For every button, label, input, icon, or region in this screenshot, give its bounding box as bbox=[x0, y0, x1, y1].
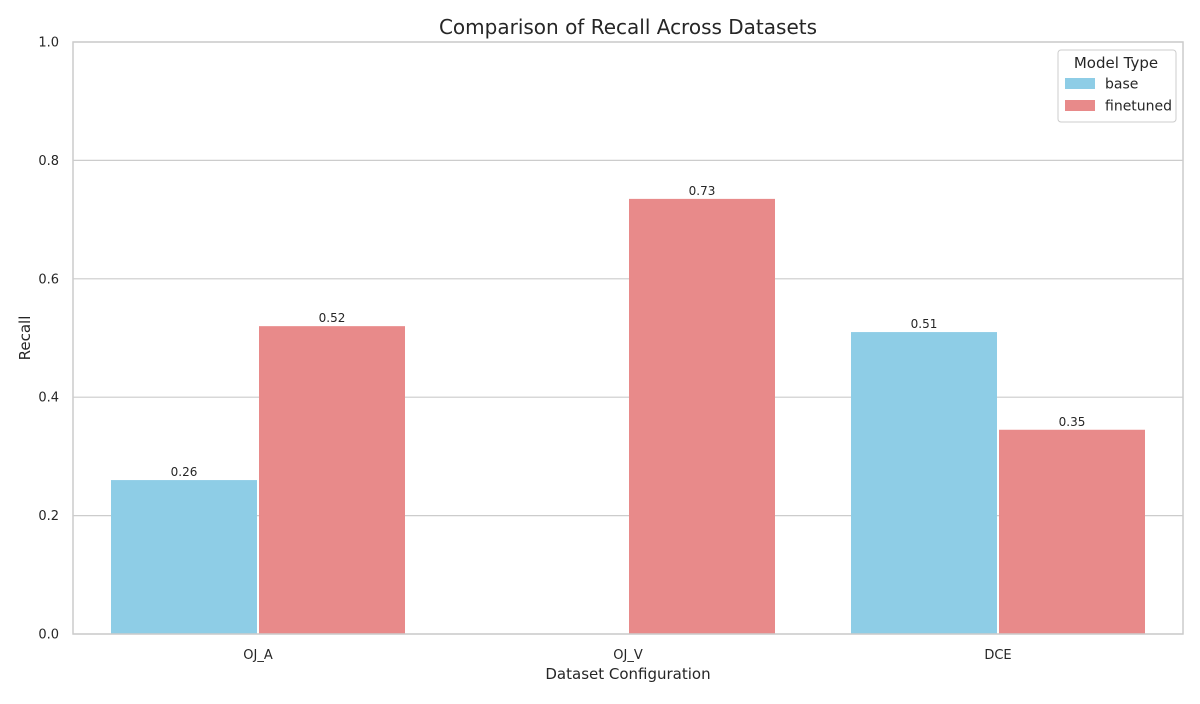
y-tick-label: 0.0 bbox=[38, 628, 59, 643]
legend-label-finetuned: finetuned bbox=[1105, 99, 1172, 115]
legend-swatch-finetuned bbox=[1065, 100, 1095, 111]
y-tick-label: 0.8 bbox=[38, 154, 59, 169]
bar-finetuned-oj-v bbox=[629, 198, 775, 634]
y-tick-label: 0.4 bbox=[38, 391, 59, 406]
y-tick-label: 0.2 bbox=[38, 509, 59, 524]
legend-title: Model Type bbox=[1074, 54, 1158, 72]
data-label: 0.51 bbox=[911, 317, 938, 331]
data-labels: 0.26 0.52 0.73 0.51 0.35 bbox=[171, 184, 1086, 479]
legend-label-base: base bbox=[1105, 77, 1138, 93]
x-tick-label: OJ_V bbox=[613, 648, 643, 663]
plot-frame bbox=[72, 41, 1184, 635]
bar-finetuned-dce bbox=[999, 429, 1145, 634]
legend-items: base finetuned bbox=[1065, 77, 1172, 115]
bar-base-dce bbox=[851, 332, 997, 634]
data-label: 0.52 bbox=[319, 311, 346, 325]
bar-base-oj-a bbox=[111, 480, 257, 634]
bars bbox=[111, 198, 1145, 634]
y-tick-label: 0.6 bbox=[38, 272, 59, 287]
x-tick-label: OJ_A bbox=[243, 648, 273, 663]
data-label: 0.26 bbox=[171, 465, 198, 479]
legend-swatch-base bbox=[1065, 78, 1095, 89]
bar-finetuned-oj-a bbox=[259, 326, 405, 634]
x-tick-label: DCE bbox=[984, 648, 1011, 663]
y-axis-ticks: 0.0 0.2 0.4 0.6 0.8 1.0 bbox=[38, 36, 59, 643]
chart-title: Comparison of Recall Across Datasets bbox=[439, 15, 817, 39]
x-axis-label: Dataset Configuration bbox=[545, 665, 710, 683]
y-tick-label: 1.0 bbox=[38, 36, 59, 51]
x-axis-ticks: OJ_A OJ_V DCE bbox=[243, 648, 1011, 663]
data-label: 0.73 bbox=[689, 184, 716, 198]
legend: Model Type base finetuned bbox=[1057, 49, 1177, 123]
y-axis-label: Recall bbox=[16, 316, 34, 361]
data-label: 0.35 bbox=[1059, 415, 1086, 429]
